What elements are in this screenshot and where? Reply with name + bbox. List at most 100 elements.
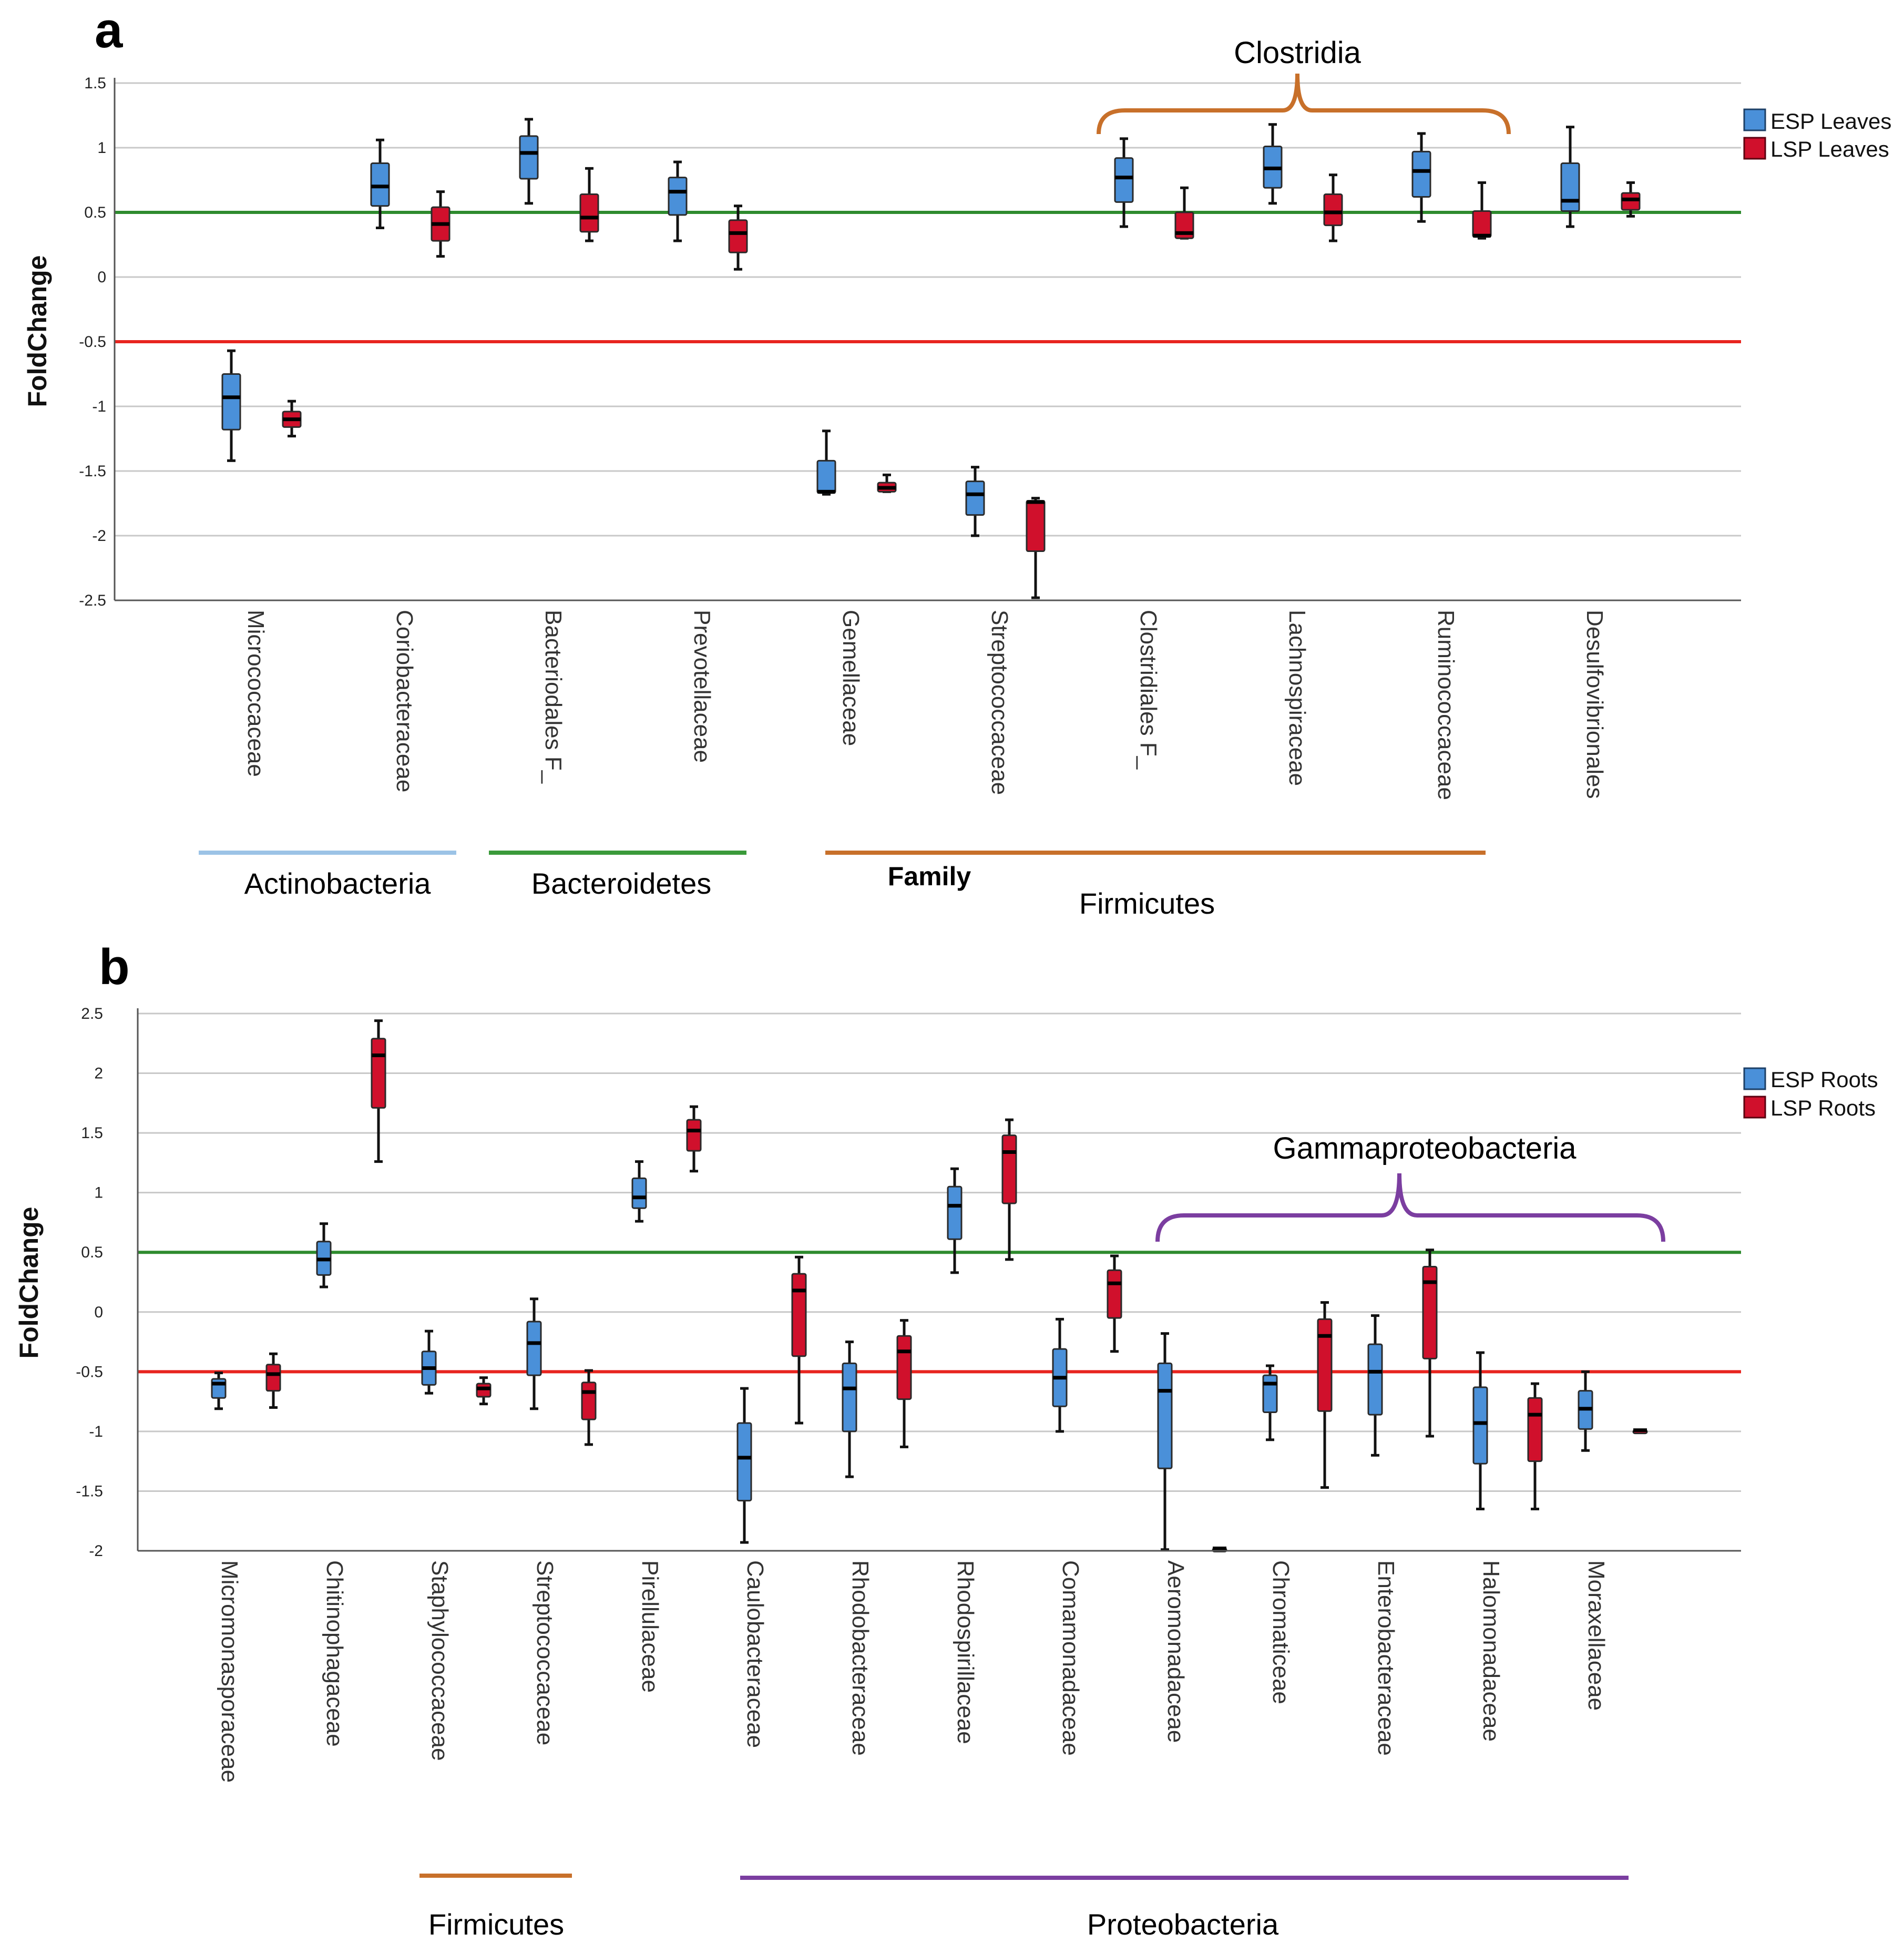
panel-a-box-esp-leaves-lachnospiraceae [1263, 123, 1283, 205]
panel-a-clostridia-brace: Clostridia [1097, 36, 1511, 135]
panel-a-box-lsp-leaves-clostridiales-f [1174, 186, 1194, 240]
panel-b-box-lsp-roots-halomonadaceae [1527, 1382, 1543, 1511]
panel-b-category-moraxellaceae: Moraxellaceae [1583, 1560, 1609, 1711]
box-body [1114, 157, 1134, 203]
panel-b-box-esp-roots-caulobacteraceae [736, 1387, 752, 1544]
box-body [211, 1378, 227, 1399]
panel-b-y-tick-label: -1 [89, 1423, 103, 1440]
panel-a-y-tick-label: -1 [92, 398, 106, 415]
box-body [1621, 192, 1641, 211]
panel-b-category-halomonadaceae: Halomonadaceae [1478, 1560, 1504, 1742]
box-body [736, 1422, 752, 1502]
legend-label-lsp-leaves: LSP Leaves [1770, 137, 1889, 161]
box-body [1317, 1318, 1333, 1412]
panel-b-box-lsp-roots-enterobacteraceae [1422, 1249, 1438, 1438]
panel-a-label: a [95, 2, 123, 58]
panel-a-box-esp-leaves-ruminococcaceae [1411, 132, 1431, 223]
panel-a-category-ruminococcaceae: Ruminococcaceae [1433, 610, 1459, 800]
panel-b-box-lsp-roots-rhodospirillaceae [1001, 1118, 1017, 1261]
panel-b-category-staphylococcaceae: Staphylococcaceae [427, 1560, 453, 1761]
box-body [1367, 1343, 1383, 1416]
panel-a-box-lsp-leaves-lachnospiraceae [1323, 173, 1343, 242]
firmicutes-group-label: Firmicutes [1079, 887, 1215, 920]
panel-a-phylum-groups: Actinobacteria Bacteroidetes Family Firm… [199, 851, 1486, 920]
panel-a-y-axis-label: FoldChange [23, 255, 52, 407]
panel-b-box-esp-roots-staphylococcaceae [421, 1329, 437, 1395]
panel-b-box-lsp-roots-chromaticeae [1317, 1301, 1333, 1489]
panel-b: b FoldChange 2.5 2 1.5 1 0.5 0 -0.5 -1 -1.5 -2 Mi… [14, 939, 1878, 1941]
panel-a-box-lsp-leaves-gemellaceae [877, 473, 897, 493]
panel-b-box-esp-roots-rhodospirillaceae [947, 1167, 963, 1274]
panel-b-box-esp-roots-micromonasporaceae [211, 1372, 227, 1410]
box-body [1323, 193, 1343, 227]
panel-a-box-lsp-leaves-streptococcaceae [1026, 497, 1046, 599]
panel-b-box-lsp-roots-chitinophagaceae [371, 1019, 386, 1163]
panel-b-y-tick-label: -1.5 [76, 1482, 103, 1500]
legend-label-esp-roots: ESP Roots [1770, 1067, 1878, 1092]
box-body [816, 459, 836, 494]
box-body [581, 1382, 597, 1420]
panel-b-box-lsp-roots-pirellulaceae [686, 1105, 702, 1173]
box-body [221, 373, 241, 431]
panel-a-box-lsp-leaves-bacteriodales-f [579, 167, 599, 242]
panel-b-box-lsp-roots-rhodobacteraceae [896, 1319, 912, 1448]
panel-b-y-tick-label: 0 [94, 1304, 103, 1321]
panel-a-box-esp-leaves-coriobacteraceae [370, 138, 390, 230]
panel-b-boxes [211, 1019, 1648, 1552]
panel-a-box-lsp-leaves-ruminococcaceae [1472, 181, 1492, 240]
panel-b-category-chromaticeae: Chromaticeae [1268, 1560, 1294, 1704]
family-label: Family [888, 862, 971, 891]
box-body [1157, 1362, 1173, 1469]
panel-a-y-ticks: 1.5 1 0.5 0 -0.5 -1 -1.5 -2 -2.5 [79, 75, 106, 609]
panel-b-category-micromonasporaceae: Micromonasporaceae [217, 1560, 242, 1783]
box-body [1411, 150, 1431, 198]
box-body [579, 193, 599, 233]
panel-a-category-micrococcaceae: Micrococcaceae [243, 610, 269, 777]
panel-b-box-esp-roots-enterobacteraceae [1367, 1314, 1383, 1457]
panel-b-category-pirellulaceae: Pirellulaceae [637, 1560, 663, 1693]
panel-b-label: b [99, 939, 130, 995]
panel-b-box-esp-roots-aeromonadaceae [1157, 1332, 1173, 1551]
panel-a-category-coriobacteraceae: Coriobacteraceae [392, 610, 417, 792]
panel-b-box-lsp-roots-comamonadaceae [1107, 1254, 1122, 1353]
panel-a-reference-lines [115, 211, 1741, 343]
panel-a-box-lsp-leaves-coriobacteraceae [431, 190, 451, 258]
panel-b-category-aeromonadaceae: Aeromonadaceae [1163, 1560, 1189, 1743]
proteobacteria-group-label: Proteobacteria [1087, 1908, 1279, 1941]
panel-a-y-tick-label: 0 [97, 269, 106, 286]
box-body [668, 177, 688, 216]
gammaproteobacteria-brace-shape [1155, 1173, 1665, 1242]
panel-b-box-lsp-roots-caulobacteraceae [791, 1255, 807, 1425]
legend-swatch-esp-leaves [1743, 108, 1766, 131]
panel-a-category-gemellaceae: Gemellaceae [838, 610, 864, 746]
panel-b-axes [137, 1008, 1741, 1552]
panel-b-box-esp-roots-moraxellaceae [1578, 1370, 1593, 1452]
panel-b-box-esp-roots-pirellulaceae [631, 1160, 647, 1223]
box-body [1472, 1386, 1488, 1465]
panel-b-category-chitinophagaceae: Chitinophagaceae [322, 1560, 347, 1747]
panel-a-box-esp-leaves-desulfovibrionales [1560, 126, 1580, 228]
panel-b-y-tick-label: 0.5 [81, 1244, 103, 1261]
panel-a-y-tick-label: -2.5 [79, 592, 106, 609]
panel-b-box-lsp-roots-streptococcaceae [581, 1369, 597, 1446]
legend-item-esp-roots: ESP Roots [1743, 1067, 1878, 1092]
box-body [1527, 1397, 1543, 1462]
panel-b-legend: ESP Roots LSP Roots [1743, 1067, 1878, 1120]
box-body [631, 1177, 647, 1209]
panel-b-y-axis-label: FoldChange [14, 1207, 44, 1359]
clostridia-brace-shape [1097, 73, 1511, 135]
legend-item-lsp-roots: LSP Roots [1743, 1096, 1876, 1120]
panel-b-box-esp-roots-comamonadaceae [1052, 1317, 1068, 1433]
legend-label-lsp-roots: LSP Roots [1770, 1096, 1876, 1120]
panel-a-y-tick-label: 1 [97, 139, 106, 157]
panel-b-y-tick-label: 2.5 [81, 1005, 103, 1022]
panel-b-y-tick-label: 2 [94, 1065, 103, 1082]
panel-a-box-esp-leaves-gemellaceae [816, 429, 836, 496]
panel-b-y-ticks: 2.5 2 1.5 1 0.5 0 -0.5 -1 -1.5 -2 [76, 1005, 103, 1560]
panel-b-box-lsp-roots-micromonasporaceae [265, 1352, 281, 1409]
legend-label-esp-leaves: ESP Leaves [1770, 109, 1891, 134]
gammaproteobacteria-label: Gammaproteobacteria [1273, 1131, 1577, 1165]
panel-b-category-caulobacteraceae: Caulobacteraceae [742, 1560, 768, 1748]
panel-b-box-esp-roots-chromaticeae [1262, 1364, 1278, 1441]
